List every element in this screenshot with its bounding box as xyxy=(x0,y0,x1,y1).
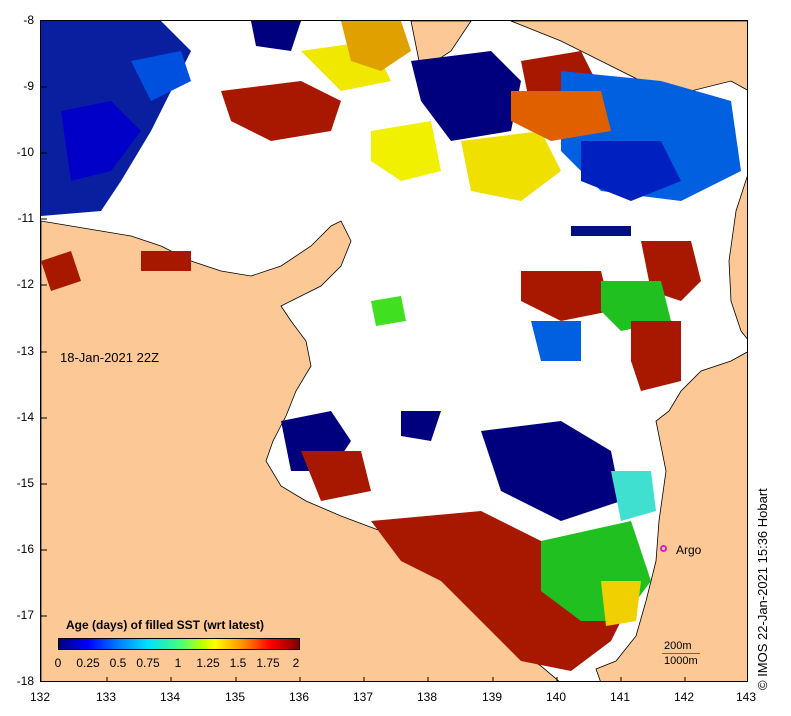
x-tick: 136 xyxy=(288,690,310,704)
y-tick: -16 xyxy=(16,542,34,556)
y-tick: -17 xyxy=(16,608,34,622)
x-tick: 141 xyxy=(609,690,631,704)
legend-tick: 1 xyxy=(174,656,182,670)
x-tick: 134 xyxy=(159,690,181,704)
legend-tick: 2 xyxy=(292,656,300,670)
credit-label: © IMOS 22-Jan-2021 15:36 Hobart xyxy=(755,488,770,690)
date-label: 18-Jan-2021 22Z xyxy=(60,350,160,365)
legend-title: Age (days) of filled SST (wrt latest) xyxy=(66,618,265,632)
y-tick: -13 xyxy=(16,344,34,358)
legend-tick: 0.75 xyxy=(136,656,160,670)
map-frame xyxy=(40,20,748,682)
y-tick: -8 xyxy=(23,13,34,27)
y-tick: -18 xyxy=(16,674,34,688)
argo-marker-icon xyxy=(660,545,667,552)
legend-tick: 1.25 xyxy=(196,656,220,670)
x-tick: 142 xyxy=(673,690,695,704)
legend-tick: 0 xyxy=(54,656,62,670)
x-tick: 137 xyxy=(352,690,374,704)
x-tick: 132 xyxy=(29,690,51,704)
legend-tick: 1.5 xyxy=(229,656,247,670)
y-tick: -12 xyxy=(16,277,34,291)
sst-age-map xyxy=(41,21,747,681)
x-tick: 138 xyxy=(416,690,438,704)
depth-key-1000m: 1000m xyxy=(664,655,698,667)
depth-key-line xyxy=(662,653,700,654)
legend-tick: 1.75 xyxy=(256,656,280,670)
y-tick: -14 xyxy=(16,410,34,424)
legend-tick: 0.5 xyxy=(109,656,127,670)
x-tick: 133 xyxy=(95,690,117,704)
y-tick: -11 xyxy=(17,211,34,225)
sst-age-patches xyxy=(41,21,741,671)
legend-colorbar xyxy=(58,638,300,650)
x-tick: 143 xyxy=(735,690,757,704)
x-tick: 135 xyxy=(224,690,246,704)
depth-key-200m: 200m xyxy=(664,640,692,652)
legend-tick: 0.25 xyxy=(76,656,100,670)
y-tick: -10 xyxy=(16,145,34,159)
x-tick: 140 xyxy=(545,690,567,704)
y-tick: -9 xyxy=(23,79,34,93)
y-tick: -15 xyxy=(16,476,34,490)
argo-label: Argo xyxy=(676,543,702,557)
tick-marks xyxy=(41,86,686,681)
x-tick: 139 xyxy=(481,690,503,704)
